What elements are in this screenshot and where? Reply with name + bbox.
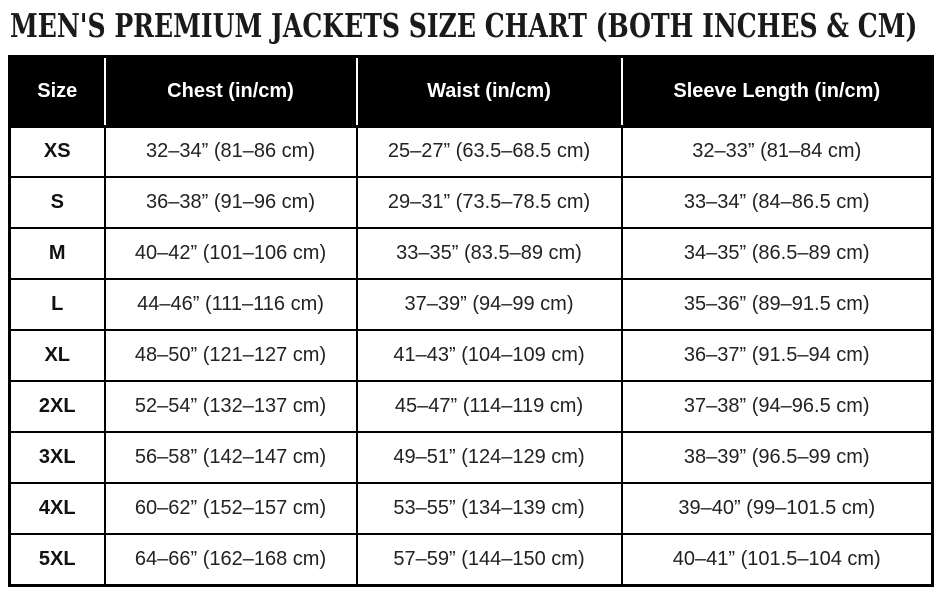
table-row: XL 48–50” (121–127 cm) 41–43” (104–109 c… (8, 329, 934, 383)
chest-cell: 60–62” (152–157 cm) (103, 482, 358, 536)
size-cell: S (8, 176, 106, 230)
size-cell: 3XL (8, 431, 106, 485)
size-cell: 4XL (8, 482, 106, 536)
column-header-chest: Chest (in/cm) (104, 56, 358, 128)
waist-cell: 49–51” (124–129 cm) (355, 431, 623, 485)
size-cell: L (8, 278, 106, 332)
sleeve-cell: 37–38” (94–96.5 cm) (620, 380, 934, 434)
waist-cell: 57–59” (144–150 cm) (355, 533, 623, 587)
sleeve-cell: 38–39” (96.5–99 cm) (620, 431, 934, 485)
table-row: 5XL 64–66” (162–168 cm) 57–59” (144–150 … (8, 533, 934, 587)
chest-cell: 48–50” (121–127 cm) (103, 329, 358, 383)
chest-cell: 44–46” (111–116 cm) (103, 278, 358, 332)
table-row: S 36–38” (91–96 cm) 29–31” (73.5–78.5 cm… (8, 176, 934, 230)
size-cell: XS (8, 125, 106, 179)
size-cell: 5XL (8, 533, 106, 587)
table-row: XS 32–34” (81–86 cm) 25–27” (63.5–68.5 c… (8, 125, 934, 179)
sleeve-cell: 33–34” (84–86.5 cm) (620, 176, 934, 230)
waist-cell: 37–39” (94–99 cm) (355, 278, 623, 332)
sleeve-cell: 35–36” (89–91.5 cm) (620, 278, 934, 332)
chest-cell: 64–66” (162–168 cm) (103, 533, 358, 587)
table-row: 4XL 60–62” (152–157 cm) 53–55” (134–139 … (8, 482, 934, 536)
chest-cell: 36–38” (91–96 cm) (103, 176, 358, 230)
size-chart-table: Size Chest (in/cm) Waist (in/cm) Sleeve … (8, 54, 934, 587)
waist-cell: 41–43” (104–109 cm) (355, 329, 623, 383)
table-header-row: Size Chest (in/cm) Waist (in/cm) Sleeve … (9, 56, 933, 128)
page-title: MEN'S PREMIUM JACKETS SIZE CHART (BOTH I… (10, 6, 918, 45)
waist-cell: 45–47” (114–119 cm) (355, 380, 623, 434)
waist-cell: 53–55” (134–139 cm) (355, 482, 623, 536)
chest-cell: 52–54” (132–137 cm) (103, 380, 358, 434)
sleeve-cell: 32–33” (81–84 cm) (620, 125, 934, 179)
column-header-size: Size (9, 56, 106, 128)
table-row: 3XL 56–58” (142–147 cm) 49–51” (124–129 … (8, 431, 934, 485)
table-row: M 40–42” (101–106 cm) 33–35” (83.5–89 cm… (8, 227, 934, 281)
sleeve-cell: 34–35” (86.5–89 cm) (620, 227, 934, 281)
waist-cell: 25–27” (63.5–68.5 cm) (355, 125, 623, 179)
sleeve-cell: 36–37” (91.5–94 cm) (620, 329, 934, 383)
table-row: 2XL 52–54” (132–137 cm) 45–47” (114–119 … (8, 380, 934, 434)
size-cell: 2XL (8, 380, 106, 434)
table-row: L 44–46” (111–116 cm) 37–39” (94–99 cm) … (8, 278, 934, 332)
waist-cell: 29–31” (73.5–78.5 cm) (355, 176, 623, 230)
column-header-waist: Waist (in/cm) (356, 56, 623, 128)
sleeve-cell: 39–40” (99–101.5 cm) (620, 482, 934, 536)
chest-cell: 32–34” (81–86 cm) (103, 125, 358, 179)
size-cell: XL (8, 329, 106, 383)
sleeve-cell: 40–41” (101.5–104 cm) (620, 533, 934, 587)
size-cell: M (8, 227, 106, 281)
chest-cell: 56–58” (142–147 cm) (103, 431, 358, 485)
column-header-sleeve: Sleeve Length (in/cm) (621, 56, 933, 128)
waist-cell: 33–35” (83.5–89 cm) (355, 227, 623, 281)
chest-cell: 40–42” (101–106 cm) (103, 227, 358, 281)
